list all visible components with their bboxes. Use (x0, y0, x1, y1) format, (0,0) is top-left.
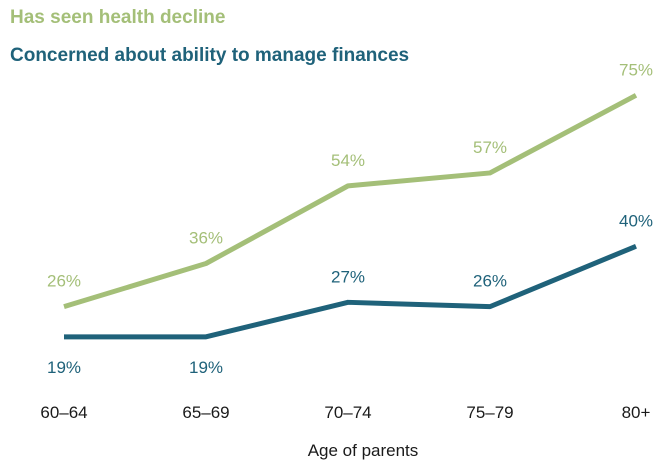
x-tick-label: 70–74 (324, 403, 371, 422)
data-label: 40% (619, 211, 653, 230)
x-tick-label: 80+ (622, 403, 651, 422)
data-label: 19% (189, 358, 223, 377)
x-tick-label: 60–64 (40, 403, 87, 422)
x-axis-ticks: 60–64 65–69 70–74 75–79 80+ (40, 403, 650, 422)
data-label: 26% (47, 272, 81, 291)
data-label: 26% (473, 272, 507, 291)
series-line-1 (63, 93, 638, 310)
legend-health-decline: Has seen health decline (10, 7, 226, 28)
data-label: 27% (331, 267, 365, 286)
series-line-2 (64, 243, 637, 340)
data-label: 19% (47, 358, 81, 377)
series-lines (63, 93, 638, 340)
data-labels: 26% 36% 54% 57% 75% 19% 19% 27% 26% 40% (47, 60, 653, 377)
x-tick-label: 75–79 (466, 403, 513, 422)
x-tick-label: 65–69 (182, 403, 229, 422)
data-label: 57% (473, 138, 507, 157)
data-label: 36% (189, 229, 223, 248)
x-axis-label: Age of parents (308, 441, 419, 460)
data-label: 54% (331, 151, 365, 170)
legend-manage-finances: Concerned about ability to manage financ… (10, 45, 410, 66)
data-label: 75% (619, 60, 653, 79)
